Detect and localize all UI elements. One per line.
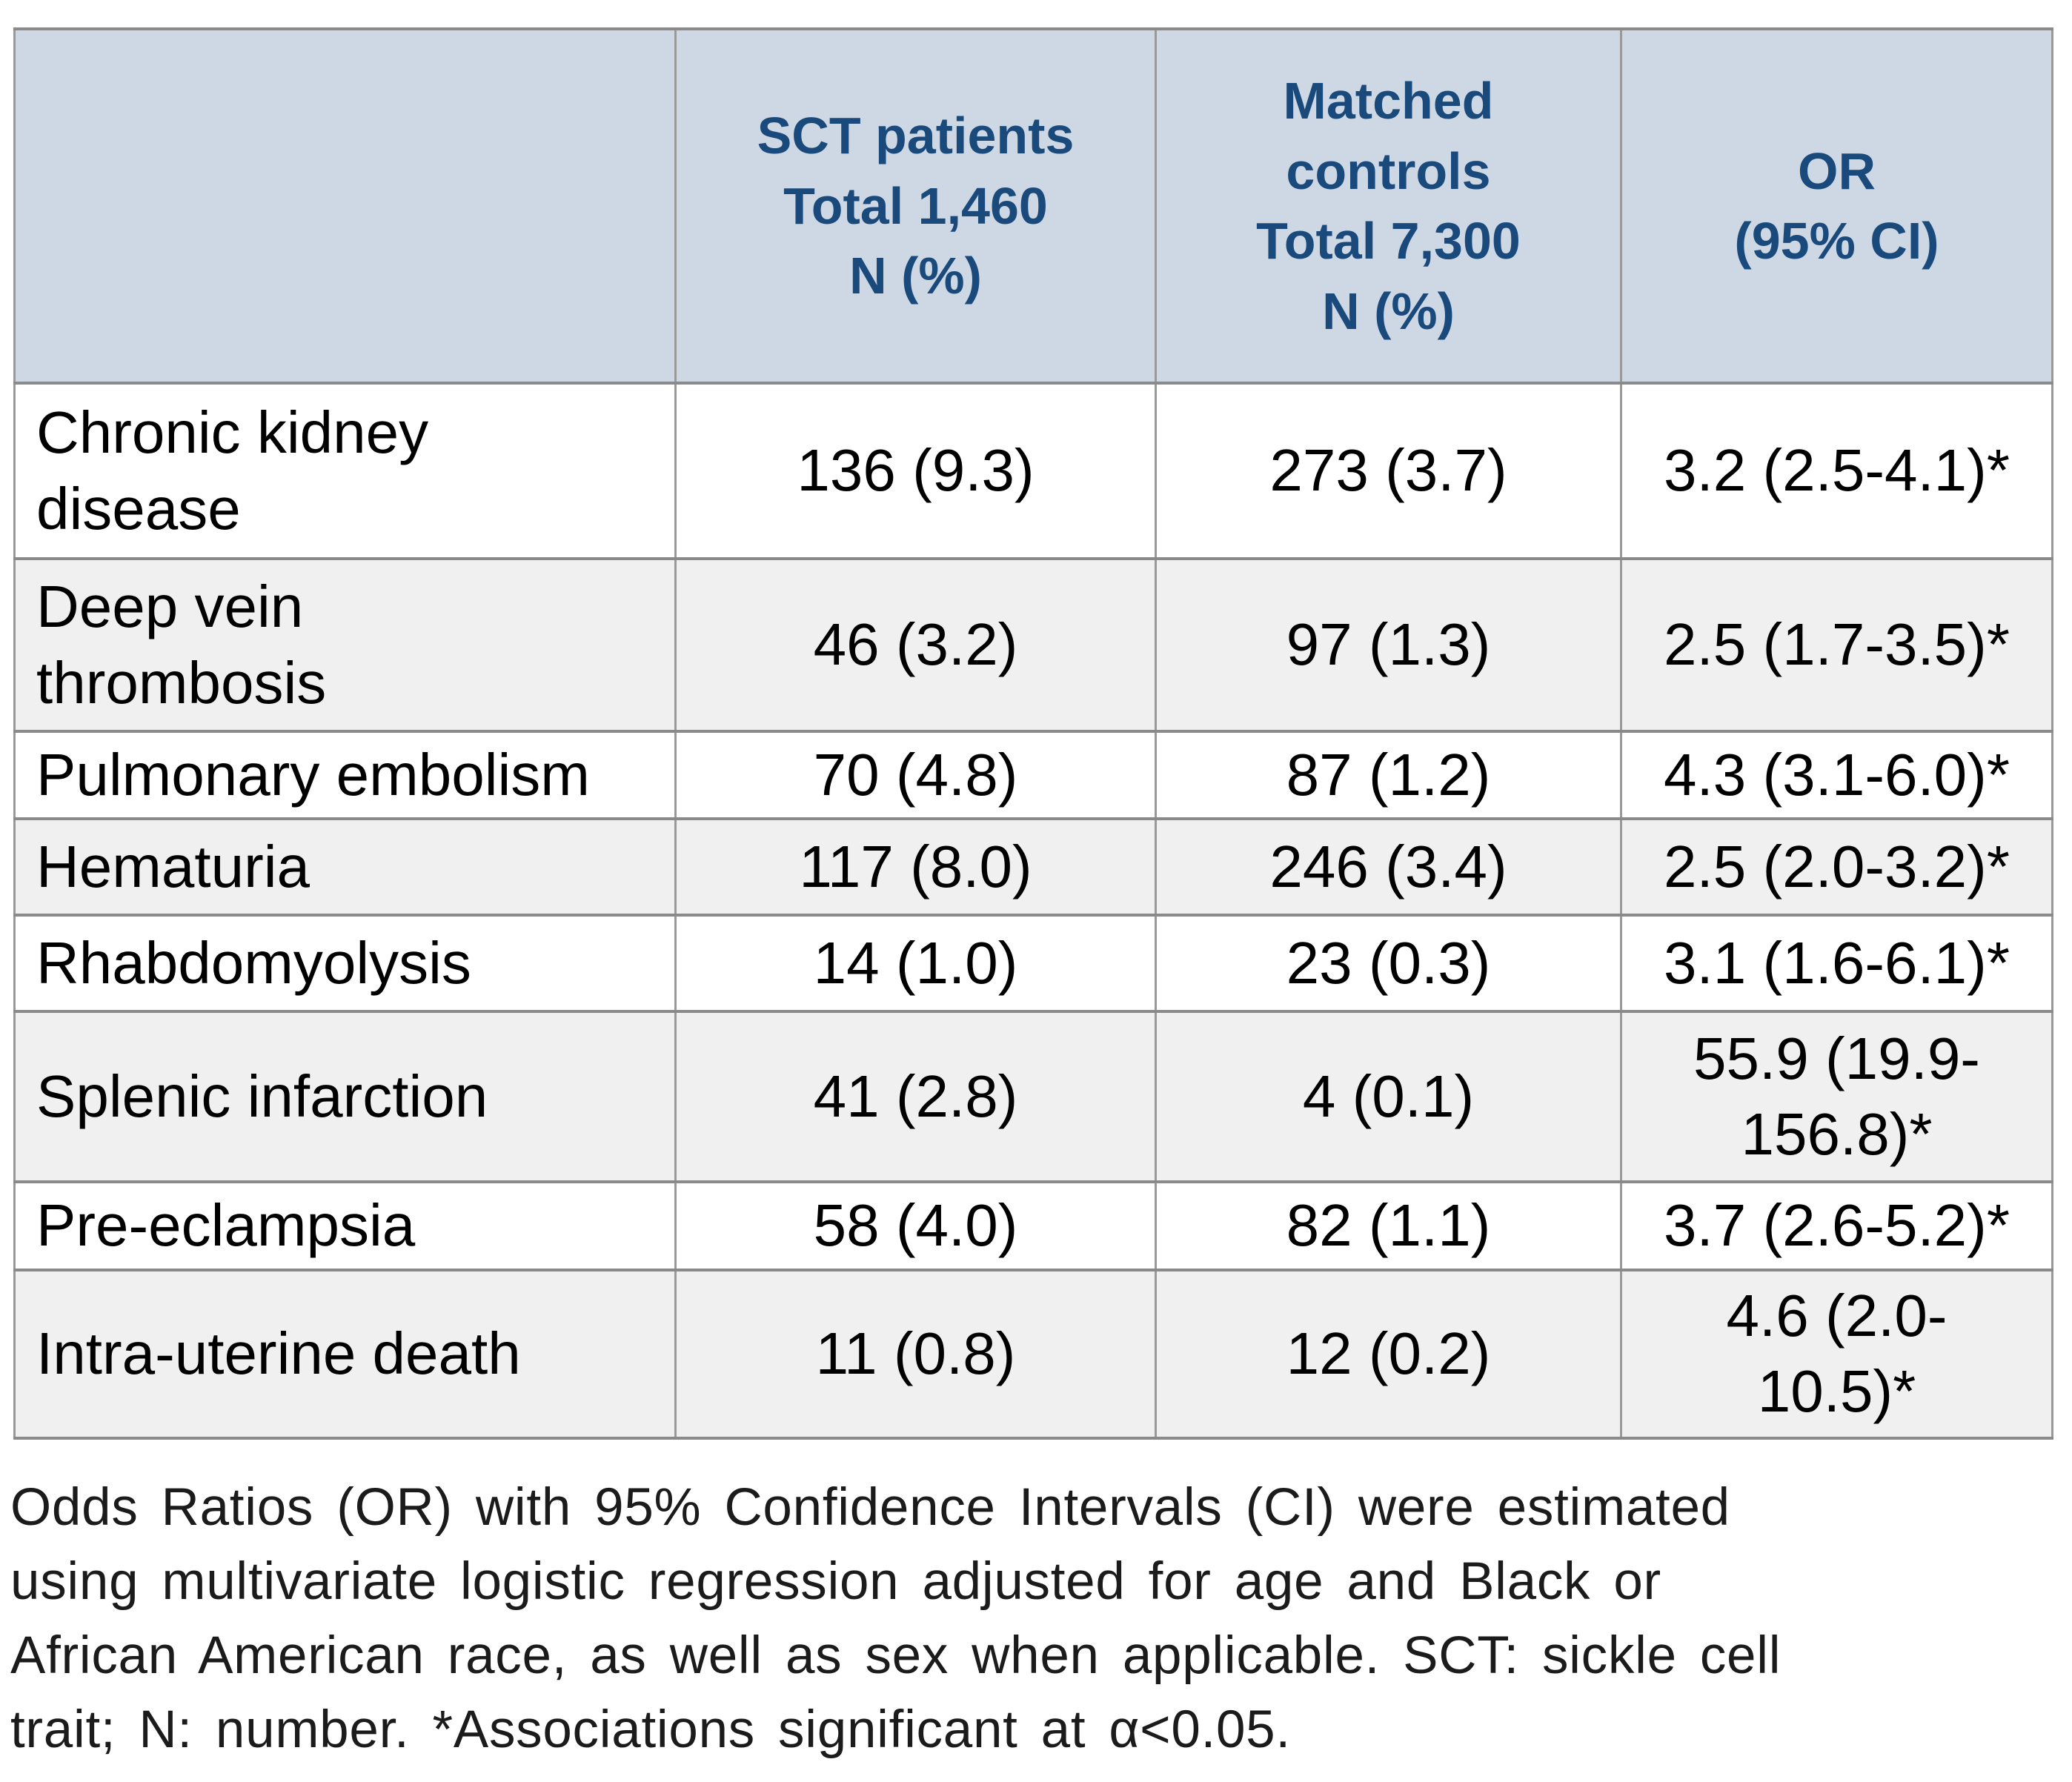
column-header-condition (13, 27, 677, 385)
table-row: Pulmonary embolism 70 (4.8) 87 (1.2) 4.3… (13, 729, 2053, 821)
or-cell: 4.6 (2.0- 10.5)* (1620, 1268, 2053, 1440)
table-row: Hematuria 117 (8.0) 246 (3.4) 2.5 (2.0-3… (13, 817, 2053, 917)
condition-cell: Pulmonary embolism (13, 729, 677, 821)
table-body: Chronic kidney disease 136 (9.3) 273 (3.… (13, 382, 2053, 1440)
results-table: SCT patients Total 1,460 N (%) Matched c… (13, 27, 2053, 1440)
results-table-container: SCT patients Total 1,460 N (%) Matched c… (13, 27, 2053, 1440)
sct-cell: 70 (4.8) (674, 729, 1157, 821)
table-row: Deep vein thrombosis 46 (3.2) 97 (1.3) 2… (13, 557, 2053, 733)
or-cell: 3.2 (2.5-4.1)* (1620, 382, 2053, 560)
sct-cell: 41 (2.8) (674, 1010, 1157, 1184)
table-row: Pre-eclampsia 58 (4.0) 82 (1.1) 3.7 (2.6… (13, 1180, 2053, 1271)
table-caption: Odds Ratios (OR) with 95% Confidence Int… (10, 1478, 1782, 1760)
sct-cell: 46 (3.2) (674, 557, 1157, 733)
condition-cell: Pre-eclampsia (13, 1180, 677, 1271)
table-row: Chronic kidney disease 136 (9.3) 273 (3.… (13, 382, 2053, 560)
controls-cell: 273 (3.7) (1155, 382, 1622, 560)
controls-cell: 246 (3.4) (1155, 817, 1622, 917)
column-header-odds-ratio: OR (95% CI) (1620, 27, 2053, 385)
table-row: Rhabdomyolysis 14 (1.0) 23 (0.3) 3.1 (1.… (13, 914, 2053, 1014)
controls-cell: 82 (1.1) (1155, 1180, 1622, 1271)
sct-cell: 11 (0.8) (674, 1268, 1157, 1440)
or-cell: 3.1 (1.6-6.1)* (1620, 914, 2053, 1014)
or-cell: 3.7 (2.6-5.2)* (1620, 1180, 2053, 1271)
condition-cell: Deep vein thrombosis (13, 557, 677, 733)
condition-cell: Splenic infarction (13, 1010, 677, 1184)
condition-cell: Hematuria (13, 817, 677, 917)
table-row: Splenic infarction 41 (2.8) 4 (0.1) 55.9… (13, 1010, 2053, 1184)
controls-cell: 97 (1.3) (1155, 557, 1622, 733)
controls-cell: 4 (0.1) (1155, 1010, 1622, 1184)
or-cell: 4.3 (3.1-6.0)* (1620, 729, 2053, 821)
header-row: SCT patients Total 1,460 N (%) Matched c… (13, 27, 2053, 385)
sct-cell: 14 (1.0) (674, 914, 1157, 1014)
controls-cell: 23 (0.3) (1155, 914, 1622, 1014)
sct-cell: 117 (8.0) (674, 817, 1157, 917)
sct-cell: 136 (9.3) (674, 382, 1157, 560)
table-header: SCT patients Total 1,460 N (%) Matched c… (13, 27, 2053, 385)
or-cell: 2.5 (1.7-3.5)* (1620, 557, 2053, 733)
or-cell: 55.9 (19.9- 156.8)* (1620, 1010, 2053, 1184)
column-header-matched-controls: Matched controls Total 7,300 N (%) (1155, 27, 1622, 385)
controls-cell: 87 (1.2) (1155, 729, 1622, 821)
condition-cell: Chronic kidney disease (13, 382, 677, 560)
table-row: Intra-uterine death 11 (0.8) 12 (0.2) 4.… (13, 1268, 2053, 1440)
or-cell: 2.5 (2.0-3.2)* (1620, 817, 2053, 917)
sct-cell: 58 (4.0) (674, 1180, 1157, 1271)
controls-cell: 12 (0.2) (1155, 1268, 1622, 1440)
column-header-sct-patients: SCT patients Total 1,460 N (%) (674, 27, 1157, 385)
condition-cell: Intra-uterine death (13, 1268, 677, 1440)
condition-cell: Rhabdomyolysis (13, 914, 677, 1014)
